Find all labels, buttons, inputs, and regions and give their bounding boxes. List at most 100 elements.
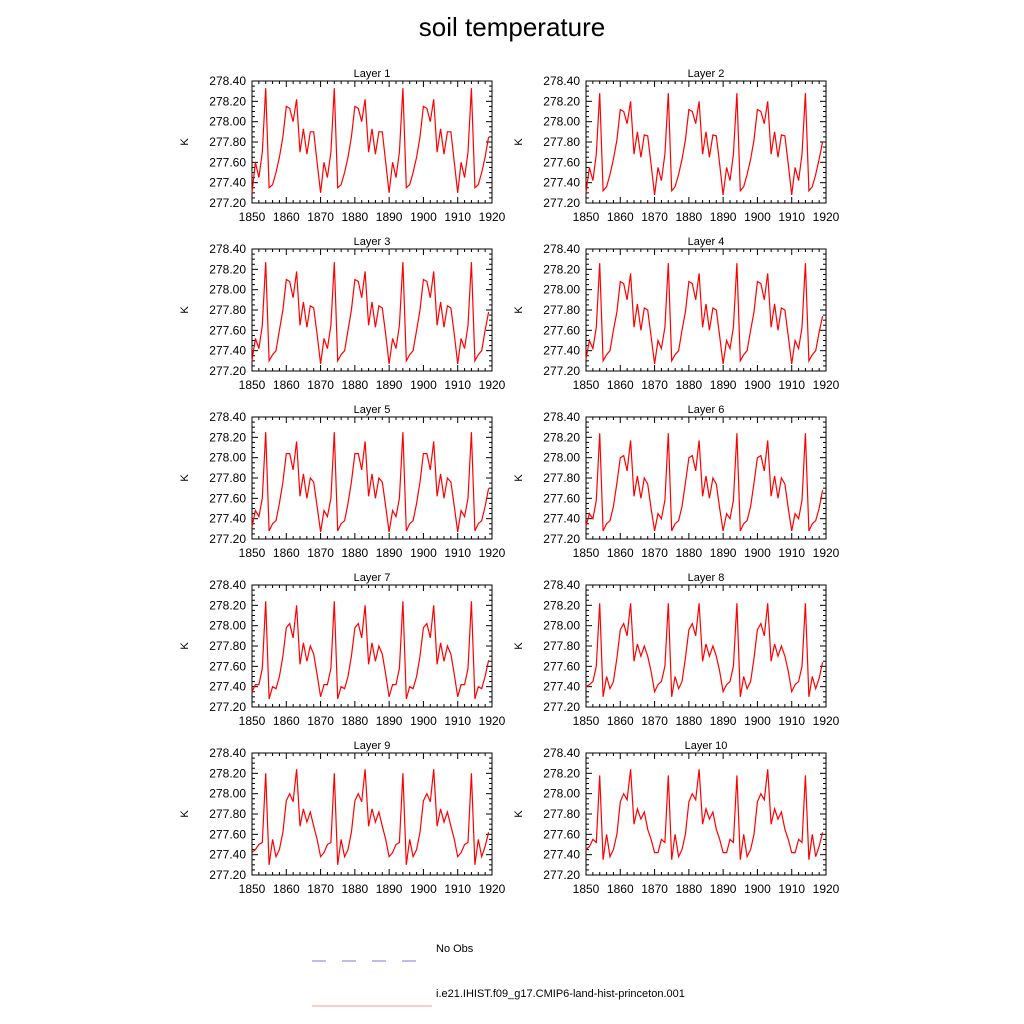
x-tick-label: 1880 [342,546,369,560]
x-tick-label: 1850 [239,882,266,896]
panel-4: Layer 4 1850 1860 1870 1880 1890 1900 1910 1920 2… [513,236,840,392]
y-tick-label: 277.40 [543,176,580,190]
legend-obs-line [312,949,417,962]
x-tick-label: 1920 [813,546,840,560]
y-tick-label: 278.00 [543,283,580,297]
x-tick-label: 1880 [676,546,703,560]
x-tick-label: 1870 [307,378,334,392]
y-axis-label: K [179,642,191,650]
y-tick-label: 277.40 [209,680,246,694]
x-tick-label: 1900 [410,546,437,560]
y-tick-label: 277.20 [543,700,580,714]
series-line [251,769,490,865]
y-tick-label: 278.00 [209,451,246,465]
x-tick-label: 1900 [744,378,771,392]
x-tick-label: 1910 [444,210,471,224]
y-tick-label: 278.00 [543,451,580,465]
x-tick-label: 1870 [307,210,334,224]
panel-title: Layer 4 [688,236,725,248]
y-tick-label: 278.00 [209,115,246,129]
y-tick-label: 278.00 [209,619,246,633]
series-line [585,263,824,364]
x-tick-label: 1870 [307,882,334,896]
y-tick-label: 278.40 [543,410,580,424]
x-tick-label: 1920 [479,546,506,560]
y-tick-label: 277.80 [543,807,580,821]
x-tick-label: 1890 [376,882,403,896]
x-tick-label: 1860 [273,210,300,224]
x-tick-label: 1870 [307,546,334,560]
y-tick-label: 277.60 [543,155,580,169]
panel-title: Layer 2 [688,68,725,80]
y-tick-label: 277.80 [209,639,246,653]
x-tick-label: 1920 [479,210,506,224]
panel-title: Layer 6 [688,404,725,416]
x-tick-label: 1910 [778,378,805,392]
y-tick-label: 277.80 [543,303,580,317]
y-tick-label: 277.40 [543,344,580,358]
y-tick-label: 278.40 [543,578,580,592]
x-tick-label: 1910 [444,546,471,560]
x-tick-label: 1880 [676,882,703,896]
x-tick-label: 1900 [744,210,771,224]
y-tick-label: 277.20 [209,532,246,546]
x-tick-label: 1850 [573,882,600,896]
legend-obs-label: No Obs [436,943,474,955]
x-tick-label: 1920 [813,210,840,224]
x-tick-label: 1900 [744,882,771,896]
x-tick-label: 1850 [239,546,266,560]
series-line [585,603,824,697]
y-tick-label: 277.40 [209,176,246,190]
x-tick-label: 1850 [573,546,600,560]
y-tick-label: 278.20 [209,430,246,444]
x-tick-label: 1850 [573,714,600,728]
panel-title: Layer 1 [354,68,391,80]
series-line [251,432,490,532]
x-tick-label: 1850 [573,210,600,224]
y-tick-label: 277.80 [209,303,246,317]
y-tick-label: 278.40 [543,74,580,88]
x-tick-label: 1900 [410,378,437,392]
y-axis-label: K [513,810,525,818]
x-tick-label: 1880 [342,714,369,728]
x-tick-label: 1860 [607,882,634,896]
y-tick-label: 277.40 [209,848,246,862]
y-tick-label: 278.00 [543,619,580,633]
x-tick-label: 1870 [641,210,668,224]
x-tick-label: 1890 [376,378,403,392]
x-tick-label: 1910 [778,714,805,728]
x-tick-label: 1910 [444,714,471,728]
x-tick-label: 1860 [273,714,300,728]
x-tick-label: 1900 [744,546,771,560]
y-tick-label: 278.20 [543,766,580,780]
x-tick-label: 1870 [641,546,668,560]
y-tick-label: 277.60 [543,659,580,673]
y-tick-label: 277.60 [209,659,246,673]
x-tick-label: 1890 [710,546,737,560]
panel-title: Layer 8 [688,572,725,584]
series-line [585,93,824,195]
y-tick-label: 277.80 [543,471,580,485]
series-line [585,769,824,860]
x-tick-label: 1890 [710,882,737,896]
y-tick-label: 277.60 [543,323,580,337]
x-tick-label: 1860 [273,546,300,560]
y-axis-label: K [513,306,525,314]
y-tick-label: 277.80 [209,471,246,485]
plot-frame [251,752,493,876]
panel-title: Layer 9 [354,740,391,752]
x-tick-label: 1920 [479,882,506,896]
y-tick-label: 278.40 [209,74,246,88]
y-tick-label: 278.20 [209,94,246,108]
x-tick-label: 1870 [307,714,334,728]
x-tick-label: 1900 [410,882,437,896]
series-line [251,601,490,700]
y-axis-label: K [513,642,525,650]
x-tick-label: 1890 [710,210,737,224]
y-tick-label: 277.20 [209,196,246,210]
x-tick-label: 1880 [676,714,703,728]
panel-title: Layer 7 [354,572,391,584]
y-tick-label: 277.60 [543,827,580,841]
x-tick-label: 1910 [444,378,471,392]
y-tick-label: 277.20 [209,364,246,378]
